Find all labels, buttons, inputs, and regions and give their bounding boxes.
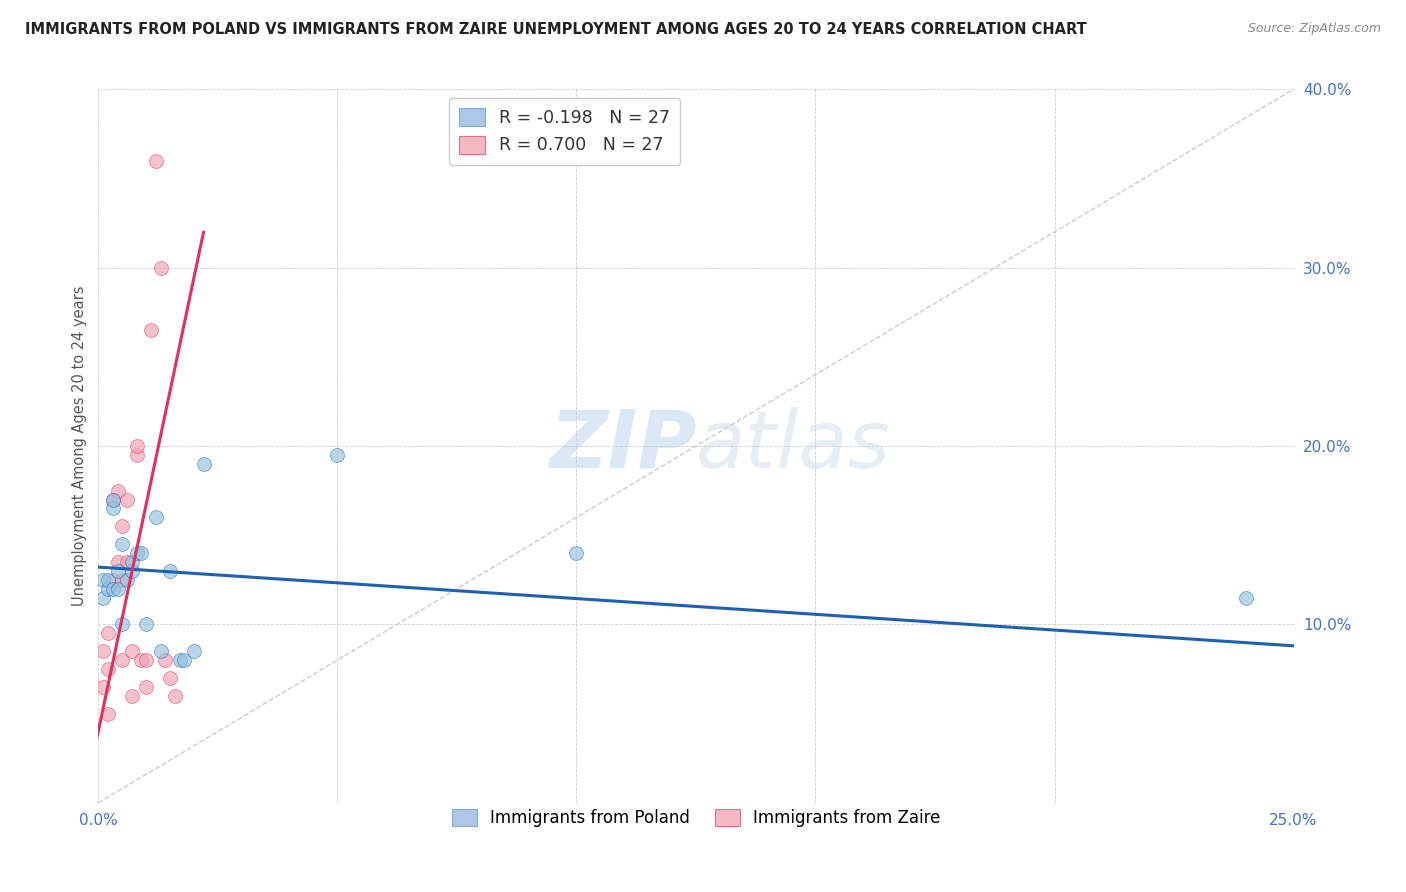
Point (155, 653, 177, 667)
Text: atlas: atlas (696, 407, 891, 485)
Point (91, 644, 114, 658)
Point (125, 439, 148, 453)
Point (125, 546, 148, 560)
Point (131, 653, 153, 667)
Point (121, 555, 143, 569)
Point (101, 501, 124, 516)
Point (101, 492, 124, 507)
Point (159, 564, 181, 578)
Point (97, 582, 120, 596)
Point (115, 555, 138, 569)
Point (107, 555, 129, 569)
Point (111, 519, 134, 533)
Point (163, 689, 186, 703)
Point (97, 662, 120, 676)
Point (91, 680, 114, 694)
Text: ZIP: ZIP (548, 407, 696, 485)
Point (97, 573, 120, 587)
Point (1234, 591, 1257, 605)
Point (107, 582, 129, 596)
Point (111, 537, 134, 551)
Point (91, 573, 114, 587)
Point (169, 653, 191, 667)
Point (115, 573, 138, 587)
Point (159, 671, 181, 685)
Point (326, 448, 349, 462)
Point (139, 323, 162, 337)
Point (183, 644, 205, 658)
Point (149, 644, 172, 658)
Point (101, 492, 124, 507)
Point (97, 706, 120, 721)
Point (121, 564, 143, 578)
Point (107, 483, 129, 498)
Legend: Immigrants from Poland, Immigrants from Zaire: Immigrants from Poland, Immigrants from … (444, 802, 948, 834)
Point (111, 617, 134, 632)
Point (115, 492, 138, 507)
Point (145, 510, 167, 524)
Point (135, 653, 157, 667)
Point (101, 573, 124, 587)
Point (173, 653, 195, 667)
Point (193, 457, 215, 471)
Point (131, 546, 153, 560)
Point (111, 573, 134, 587)
Point (111, 653, 134, 667)
Point (149, 260, 172, 275)
Y-axis label: Unemployment Among Ages 20 to 24 years: Unemployment Among Ages 20 to 24 years (72, 285, 87, 607)
Text: IMMIGRANTS FROM POLAND VS IMMIGRANTS FROM ZAIRE UNEMPLOYMENT AMONG AGES 20 TO 24: IMMIGRANTS FROM POLAND VS IMMIGRANTS FRO… (25, 22, 1087, 37)
Point (101, 582, 124, 596)
Point (91, 591, 114, 605)
Point (135, 617, 157, 632)
Point (145, 153, 167, 168)
Point (97, 626, 120, 640)
Point (121, 689, 143, 703)
Point (107, 564, 129, 578)
Point (135, 680, 157, 694)
Text: Source: ZipAtlas.com: Source: ZipAtlas.com (1247, 22, 1381, 36)
Point (565, 546, 588, 560)
Point (121, 644, 143, 658)
Point (125, 448, 148, 462)
